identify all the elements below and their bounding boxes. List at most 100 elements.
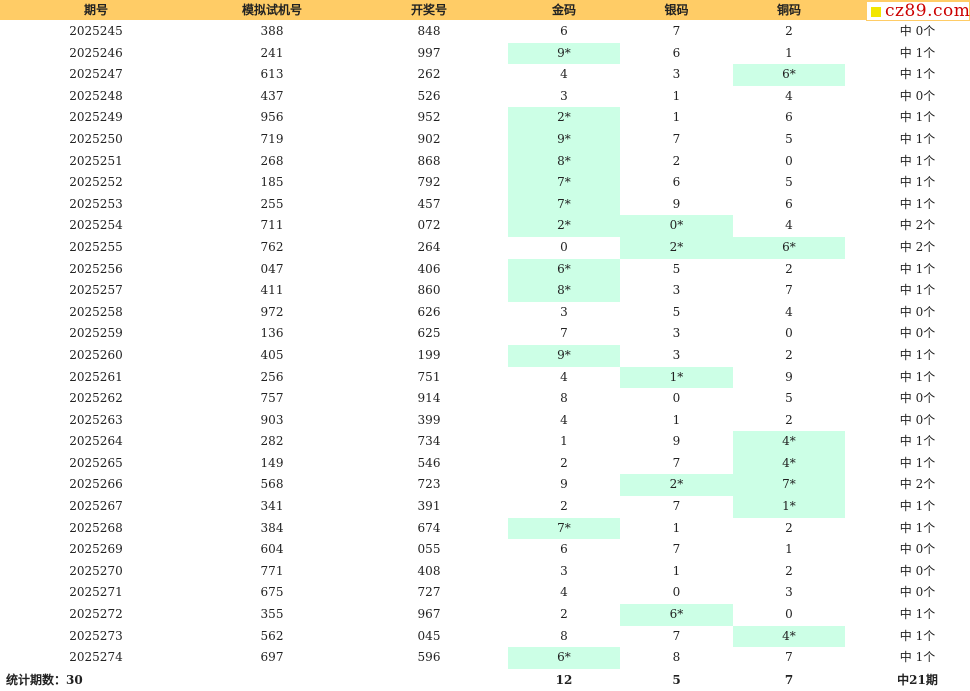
table-row: 2025260 405 199 9* 3 2 中 1个 [0, 344, 970, 367]
cell-gold: 2* [508, 107, 620, 129]
cell-silver: 0 [672, 585, 681, 600]
cell-result: 中 1个 [899, 434, 936, 449]
cell-result: 中 1个 [899, 175, 936, 190]
cell-result: 中 1个 [899, 131, 936, 146]
cell-draw-number: 526 [417, 88, 441, 103]
cell-draw-number: 723 [417, 477, 441, 492]
cell-bronze: 7 [785, 650, 793, 665]
cell-silver: 1 [672, 412, 681, 427]
cell-draw-number: 674 [417, 520, 441, 535]
table-row: 2025246 241 997 9* 6 1 中 1个 [0, 42, 970, 65]
cell-result: 中 2个 [899, 239, 936, 254]
cell-result: 中 1个 [899, 455, 936, 470]
cell-draw-number: 967 [417, 607, 441, 622]
cell-bronze: 7* [733, 474, 845, 497]
cell-silver: 7 [672, 499, 681, 514]
cell-gold: 8* [508, 150, 620, 173]
cell-draw-number: 262 [417, 67, 441, 82]
cell-test-number: 411 [260, 283, 284, 298]
cell-gold: 7* [508, 517, 620, 540]
cell-draw-number: 457 [417, 196, 441, 211]
cell-silver: 2* [620, 474, 733, 497]
cell-bronze: 7 [785, 283, 793, 298]
cell-draw-number: 072 [417, 218, 441, 233]
cell-test-number: 604 [260, 542, 284, 557]
cell-draw-number: 952 [417, 110, 441, 125]
cell-period: 2025262 [69, 391, 123, 406]
cell-period: 2025260 [69, 347, 123, 362]
table-row: 2025254 711 072 2* 0* 4 中 2个 [0, 215, 970, 237]
cell-result: 中 0个 [899, 326, 936, 341]
cell-bronze: 2 [785, 412, 793, 427]
cell-period: 2025253 [69, 196, 123, 211]
table-row: 2025267 341 391 2 7 1* 中 1个 [0, 496, 970, 518]
cell-gold: 1 [560, 434, 568, 449]
cell-period: 2025269 [69, 542, 123, 557]
cell-period: 2025267 [69, 499, 123, 514]
footer-bronze-total: 7 [784, 673, 794, 687]
cell-test-number: 241 [260, 45, 284, 60]
table-row: 2025251 268 868 8* 2 0 中 1个 [0, 150, 970, 173]
cell-bronze: 6 [785, 110, 793, 125]
table-row: 2025247 613 262 4 3 6* 中 1个 [0, 64, 970, 86]
cell-test-number: 568 [260, 477, 284, 492]
cell-test-number: 355 [260, 607, 284, 622]
cell-gold: 4 [560, 369, 568, 384]
table-row: 2025268 384 674 7* 1 2 中 1个 [0, 517, 970, 540]
footer-gold-total: 12 [555, 673, 573, 687]
cell-result: 中 1个 [899, 45, 936, 60]
cell-test-number: 405 [260, 347, 284, 362]
cell-result: 中 2个 [899, 218, 936, 233]
table-row: 2025265 149 546 2 7 4* 中 1个 [0, 452, 970, 475]
cell-silver: 2* [620, 236, 733, 259]
cell-result: 中 0个 [899, 24, 936, 38]
cell-draw-number: 199 [417, 347, 441, 362]
cell-period: 2025250 [69, 131, 123, 146]
table-row: 2025250 719 902 9* 7 5 中 1个 [0, 128, 970, 151]
footer-period-count: 统计期数：30 [6, 673, 83, 687]
cell-gold: 4 [560, 585, 568, 600]
cell-test-number: 437 [260, 88, 284, 103]
cell-period: 2025245 [69, 24, 123, 38]
cell-result: 中 1个 [899, 196, 936, 211]
cell-silver: 3 [672, 67, 681, 82]
cell-bronze: 5 [785, 175, 793, 190]
cell-draw-number: 751 [417, 369, 441, 384]
cell-result: 中 1个 [899, 261, 936, 276]
cell-gold: 7 [560, 326, 568, 341]
table-row: 2025256 047 406 6* 5 2 中 1个 [0, 258, 970, 281]
cell-draw-number: 902 [417, 131, 441, 146]
site-logo[interactable]: cz89.com [866, 1, 970, 21]
cell-result: 中 0个 [899, 542, 936, 557]
table-row: 2025274 697 596 6* 8 7 中 1个 [0, 647, 970, 669]
cell-draw-number: 596 [417, 650, 441, 665]
cell-gold: 8* [508, 280, 620, 302]
cell-silver: 6 [672, 45, 681, 60]
cell-period: 2025266 [69, 477, 123, 492]
cell-silver: 1 [672, 520, 681, 535]
cell-period: 2025258 [69, 304, 123, 319]
cell-result: 中 0个 [899, 304, 936, 319]
table-header: 期号 模拟试机号 开奖号 金码 银码 铜码 [0, 0, 970, 20]
cell-silver: 7 [672, 455, 681, 470]
logo-square-icon [871, 7, 881, 17]
cell-result: 中 0个 [899, 391, 936, 406]
cell-period: 2025274 [69, 650, 123, 665]
cell-test-number: 149 [260, 455, 284, 470]
cell-silver: 9 [672, 434, 681, 449]
cell-bronze: 5 [785, 391, 793, 406]
cell-test-number: 711 [260, 218, 284, 233]
cell-bronze: 6* [733, 64, 845, 86]
header-test-number: 模拟试机号 [241, 3, 302, 17]
cell-period: 2025273 [69, 628, 123, 643]
cell-gold: 9* [508, 128, 620, 151]
cell-period: 2025265 [69, 455, 123, 470]
cell-silver: 3 [672, 326, 681, 341]
cell-period: 2025271 [69, 585, 123, 600]
cell-gold: 4 [560, 67, 568, 82]
header-silver: 银码 [664, 3, 689, 17]
table-row: 2025253 255 457 7* 9 6 中 1个 [0, 193, 970, 216]
cell-result: 中 1个 [899, 283, 936, 298]
cell-period: 2025263 [69, 412, 123, 427]
cell-result: 中 1个 [899, 369, 936, 384]
